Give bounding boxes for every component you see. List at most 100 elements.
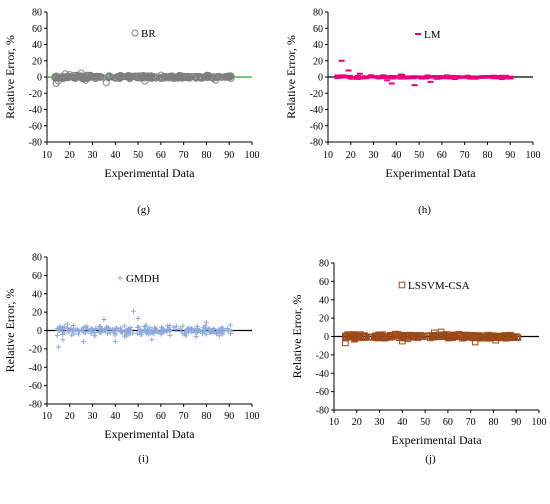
- legend-marker: [117, 275, 123, 281]
- x-tick-label: 60: [443, 417, 453, 428]
- data-point: [439, 332, 447, 339]
- data-point: [101, 316, 107, 322]
- data-point: [70, 71, 78, 79]
- data-point: [435, 333, 443, 340]
- data-point: [173, 323, 179, 329]
- x-axis-label: Experimental Data: [104, 427, 195, 441]
- x-tick-label: 30: [375, 417, 385, 428]
- data-point: [343, 332, 350, 340]
- y-tick-label: 80: [32, 8, 42, 19]
- data-point: [61, 324, 67, 330]
- data-point: [97, 329, 103, 335]
- data-point: [103, 328, 109, 334]
- legend-label: LSSVM-CSA: [408, 280, 470, 292]
- legend-marker: [131, 29, 139, 37]
- data-point: [183, 73, 191, 81]
- data-point: [118, 327, 124, 333]
- data-point: [202, 323, 208, 329]
- data-point: [73, 327, 79, 333]
- data-point: [181, 331, 187, 337]
- data-point: [134, 330, 140, 336]
- data-point: [144, 72, 152, 80]
- y-tick-label: 60: [32, 24, 42, 35]
- data-point: [203, 331, 209, 337]
- x-tick-label: 80: [488, 417, 498, 428]
- data-point: [177, 325, 183, 331]
- data-point: [152, 329, 158, 335]
- x-tick-label: 30: [369, 150, 379, 161]
- legend: BR: [131, 28, 156, 40]
- y-tick-label: 0: [324, 332, 329, 343]
- data-point: [216, 327, 222, 333]
- data-point: [160, 73, 168, 81]
- data-point: [122, 329, 128, 335]
- data-point: [492, 336, 500, 344]
- data-point: [194, 323, 200, 329]
- data-point: [84, 323, 90, 329]
- data-point: [111, 329, 117, 335]
- data-point: [413, 333, 420, 340]
- data-point: [112, 332, 118, 338]
- y-tick-label: 60: [32, 271, 42, 282]
- data-point: [226, 73, 234, 81]
- data-points: [334, 59, 514, 87]
- x-tick-label: 70: [466, 417, 476, 428]
- y-tick-label: 20: [313, 56, 323, 67]
- x-tick-label: 90: [224, 150, 234, 161]
- panel-label: (g): [137, 204, 150, 216]
- x-tick-label: 20: [352, 417, 362, 428]
- data-point: [423, 333, 431, 340]
- legend: GMDH: [117, 273, 160, 285]
- data-point: [223, 73, 231, 81]
- data-point: [379, 331, 386, 338]
- data-point: [514, 334, 522, 341]
- data-point: [216, 333, 222, 339]
- x-axis-label: Experimental Data: [391, 433, 482, 447]
- data-point: [390, 332, 398, 339]
- data-point: [80, 327, 86, 333]
- data-point: [359, 334, 367, 341]
- x-tick-label: 20: [65, 411, 75, 422]
- x-tick-label: 70: [460, 150, 470, 161]
- x-tick-label: 60: [437, 150, 447, 161]
- data-point: [374, 333, 382, 340]
- data-point: [191, 73, 199, 81]
- data-point: [117, 325, 123, 331]
- data-point: [114, 72, 122, 80]
- data-points: [54, 308, 234, 350]
- data-point: [479, 333, 487, 341]
- data-point: [344, 331, 351, 338]
- data-point: [80, 339, 86, 345]
- data-point: [96, 73, 104, 81]
- data-point: [135, 316, 141, 322]
- data-point: [361, 333, 368, 340]
- data-point: [471, 334, 478, 341]
- x-tick-label: 30: [88, 411, 98, 422]
- x-tick-label: 100: [245, 150, 260, 161]
- y-tick-label: 60: [319, 277, 329, 288]
- y-tick-label: 40: [313, 40, 323, 51]
- data-point: [71, 322, 77, 328]
- legend-label: BR: [141, 28, 156, 40]
- data-point: [114, 326, 120, 332]
- x-tick-label: 10: [329, 417, 339, 428]
- data-point: [60, 337, 66, 343]
- x-tick-label: 40: [110, 150, 120, 161]
- data-point: [387, 333, 395, 341]
- data-point: [228, 331, 234, 337]
- data-point: [54, 333, 60, 339]
- y-tick-label: 80: [313, 8, 323, 19]
- data-point: [193, 333, 199, 339]
- data-point: [167, 322, 173, 328]
- data-point: [461, 332, 468, 340]
- data-point: [220, 327, 226, 333]
- y-tick-label: 20: [32, 56, 42, 67]
- panel-label: (h): [418, 204, 431, 216]
- data-point: [55, 344, 61, 350]
- data-point: [351, 335, 358, 343]
- x-tick-label: 60: [156, 150, 166, 161]
- data-point: [69, 332, 75, 338]
- x-tick-label: 50: [420, 417, 430, 428]
- data-point: [143, 322, 149, 328]
